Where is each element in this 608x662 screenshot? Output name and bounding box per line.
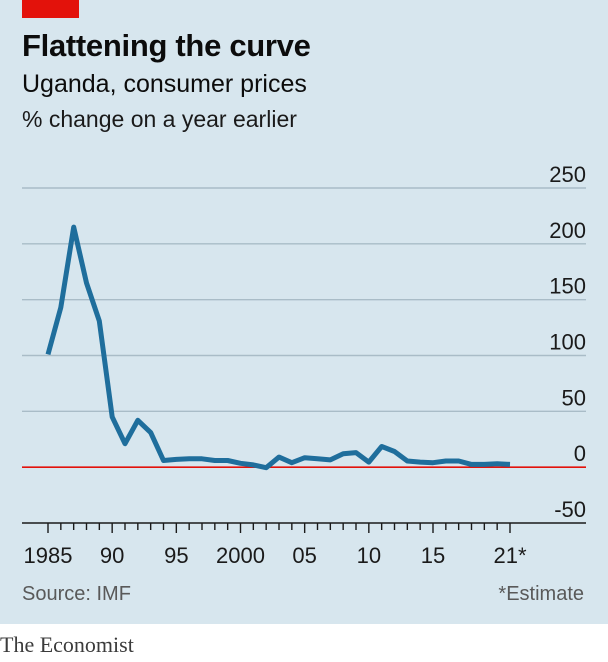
y-tick-label: 250 — [549, 162, 586, 187]
x-tick-label: 21* — [493, 543, 526, 568]
publisher-logo: The Economist — [0, 632, 134, 657]
series-layer — [45, 224, 511, 471]
chart-unit-label: % change on a year earlier — [22, 106, 297, 132]
y-tick-label: 150 — [549, 274, 586, 299]
brand-tag — [22, 0, 79, 18]
x-tick-label: 15 — [421, 543, 445, 568]
y-tick-label: 50 — [562, 385, 586, 410]
x-tick-label: 1985 — [24, 543, 73, 568]
x-axis: 1985 90 95 2000 05 10 15 21* — [22, 522, 586, 568]
estimate-note: *Estimate — [498, 583, 584, 605]
line-chart: 250 200 150 100 50 0 -50 1985 90 95 2000 05 10 15 21* — [22, 162, 586, 568]
y-tick-label: -50 — [554, 497, 586, 522]
y-tick-label: 0 — [574, 441, 586, 466]
x-tick-label: 90 — [100, 543, 124, 568]
series-line-inflation — [45, 224, 511, 471]
x-tick-label: 05 — [292, 543, 316, 568]
source-note: Source: IMF — [22, 583, 131, 605]
y-axis-labels: 250 200 150 100 50 0 -50 — [549, 162, 586, 522]
y-tick-label: 200 — [549, 218, 586, 243]
x-tick-label: 95 — [164, 543, 188, 568]
x-tick-label: 10 — [357, 543, 381, 568]
gridlines — [22, 187, 586, 468]
chart-title: Flattening the curve — [22, 28, 311, 63]
x-tick-label: 2000 — [216, 543, 265, 568]
chart-subtitle: Uganda, consumer prices — [22, 70, 307, 98]
chart-panel — [0, 0, 608, 624]
y-tick-label: 100 — [549, 330, 586, 355]
